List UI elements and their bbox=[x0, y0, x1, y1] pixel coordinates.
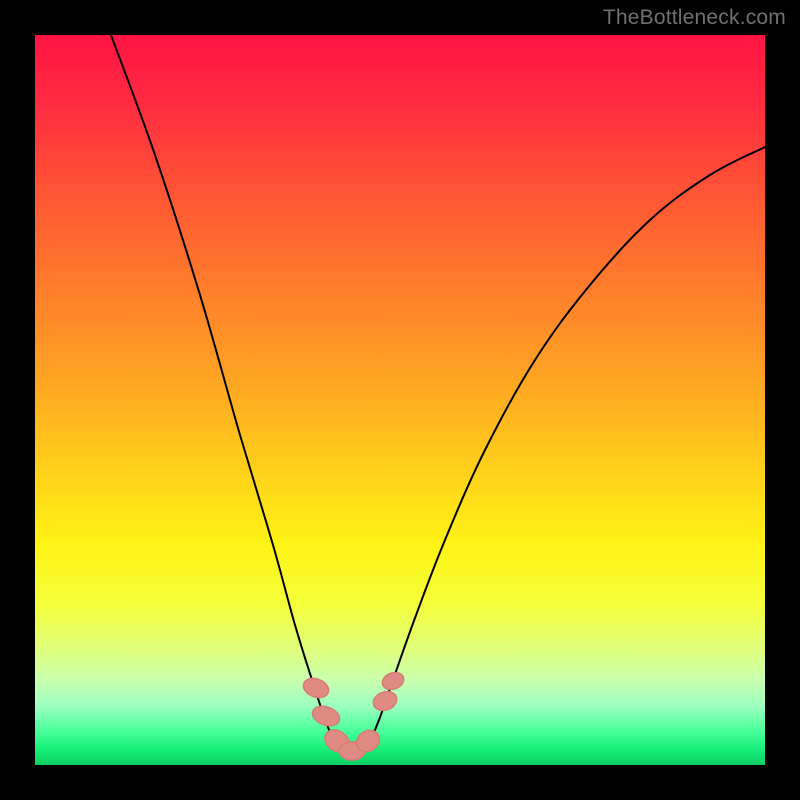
gradient-fill bbox=[35, 35, 765, 765]
chart-svg bbox=[0, 0, 800, 800]
chart-stage: TheBottleneck.com bbox=[0, 0, 800, 800]
plot-area bbox=[35, 35, 765, 765]
watermark-label: TheBottleneck.com bbox=[603, 6, 786, 30]
